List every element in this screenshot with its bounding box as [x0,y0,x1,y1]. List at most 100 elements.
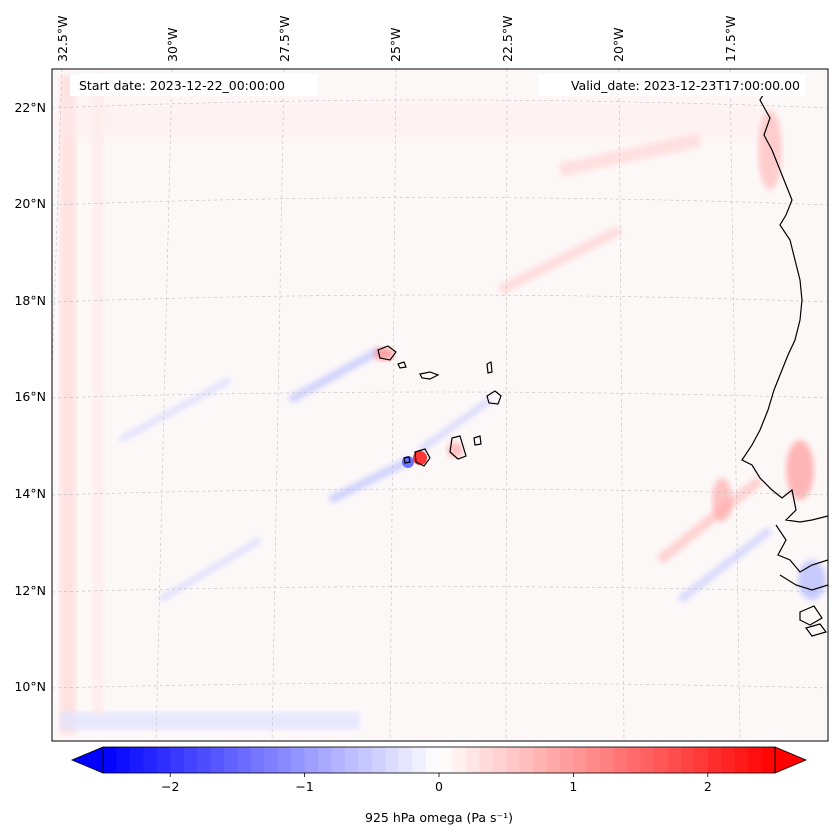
start-date-text: Start date: 2023-12-22_00:00:00 [79,78,285,93]
omega-field-shading [60,75,826,735]
lon-label-20w: 20°W [611,27,626,62]
map-panel [51,68,829,742]
lat-label-10n: 10°N [14,679,46,694]
lon-label-30w: 30°W [165,27,180,62]
date-annotations: Start date: 2023-12-22_00:00:00 Valid_da… [70,74,806,96]
graticule [52,69,828,741]
colorbar-tick-label: −2 [161,779,179,794]
cape-verde-fogo [414,448,431,467]
lat-label-16n: 16°N [14,389,46,404]
colorbar-cell [734,747,749,773]
lon-label-17-5w: 17.5°W [723,16,738,62]
colorbar-cell [694,747,709,773]
colorbar-tick-label: 0 [435,779,443,794]
colorbar-min-extend [70,746,104,774]
colorbar-cell [573,747,588,773]
colorbar-cell [318,747,332,773]
colorbar: −2 −1 0 1 2 925 hPa omega (Pa s⁻¹) [70,746,808,825]
colorbar-cell [559,747,574,773]
lat-label-12n: 12°N [14,583,46,598]
colorbar-cell [264,747,279,773]
colorbar-cell [761,747,776,773]
lat-label-14n: 14°N [14,486,46,501]
lon-label-22-5w: 22.5°W [500,16,515,62]
colorbar-cell [613,747,628,773]
colorbar-cell [627,747,642,773]
cape-verde-boa-vista [486,390,502,405]
cape-verde-sao-nicolau [419,371,440,380]
cape-verde-sao-vicente [397,361,407,369]
colorbar-tick-label: 1 [569,779,577,794]
colorbar-cell [519,747,534,773]
cape-verde-santo-antao [377,345,397,361]
cape-verde-brava [403,456,411,464]
colorbar-cell [156,747,171,773]
colorbar-cell [492,747,507,773]
latitude-labels: 22°N 20°N 18°N 16°N 14°N 12°N 10°N [14,100,46,694]
colorbar-cell [586,747,601,773]
lon-label-32-5w: 32.5°W [55,16,70,62]
valid-date-box [538,74,806,96]
colorbar-cell [479,747,494,773]
colorbar-cell [237,747,252,773]
cape-verde-maio [473,435,482,446]
colorbar-cell [546,747,561,773]
longitude-labels: 32.5°W 30°W 27.5°W 25°W 22.5°W 20°W 17.5… [55,16,738,62]
colorbar-cell [277,747,292,773]
lat-label-22n: 22°N [14,100,46,115]
colorbar-cell [250,747,265,773]
lon-label-25w: 25°W [388,27,403,62]
colorbar-cell [425,747,440,773]
colorbar-cell [680,747,695,773]
lat-label-18n: 18°N [14,293,46,308]
colorbar-cell [654,747,668,773]
colorbar-cells [103,747,776,773]
colorbar-cell [129,747,144,773]
colorbar-cell [465,747,480,773]
colorbar-cell [331,747,346,773]
colorbar-cell [667,747,682,773]
colorbar-cell [210,747,225,773]
colorbar-max-extend [774,746,808,774]
colorbar-cell [506,747,521,773]
colorbar-cell [183,747,198,773]
colorbar-cell [371,747,386,773]
colorbar-cell [170,747,185,773]
lon-label-27-5w: 27.5°W [277,16,292,62]
colorbar-cell [304,747,319,773]
map-background [52,69,828,741]
cape-verde-santiago [449,435,467,460]
valid-date-text: Valid_date: 2023-12-23T17:00:00.00 [571,78,800,93]
colorbar-cell [412,747,427,773]
map-border [51,68,829,742]
colorbar-cell [116,747,131,773]
colorbar-cell [143,747,158,773]
colorbar-cell [197,747,212,773]
colorbar-ticks: −2 −1 0 1 2 [161,773,712,794]
colorbar-cell [385,747,400,773]
colorbar-cell [600,747,615,773]
colorbar-cell [640,747,655,773]
africa-coastline [741,91,828,523]
colorbar-cell [398,747,413,773]
cape-verde-sal [486,361,493,374]
colorbar-cell [103,747,117,773]
colorbar-cell [533,747,548,773]
colorbar-cell [748,747,763,773]
colorbar-cell [291,747,306,773]
colorbar-label: 925 hPa omega (Pa s⁻¹) [365,810,513,825]
colorbar-cell [452,747,467,773]
start-date-box [70,74,318,96]
coastlines [377,91,828,637]
colorbar-cell [721,747,736,773]
colorbar-cell [223,747,238,773]
lat-label-20n: 20°N [14,196,46,211]
south-boundary-artifact [60,712,360,730]
colorbar-cell [707,747,722,773]
colorbar-tick-label: −1 [295,779,313,794]
colorbar-cell [344,747,359,773]
colorbar-cell [358,747,373,773]
west-boundary-artifact [60,75,76,735]
colorbar-cell [439,747,453,773]
